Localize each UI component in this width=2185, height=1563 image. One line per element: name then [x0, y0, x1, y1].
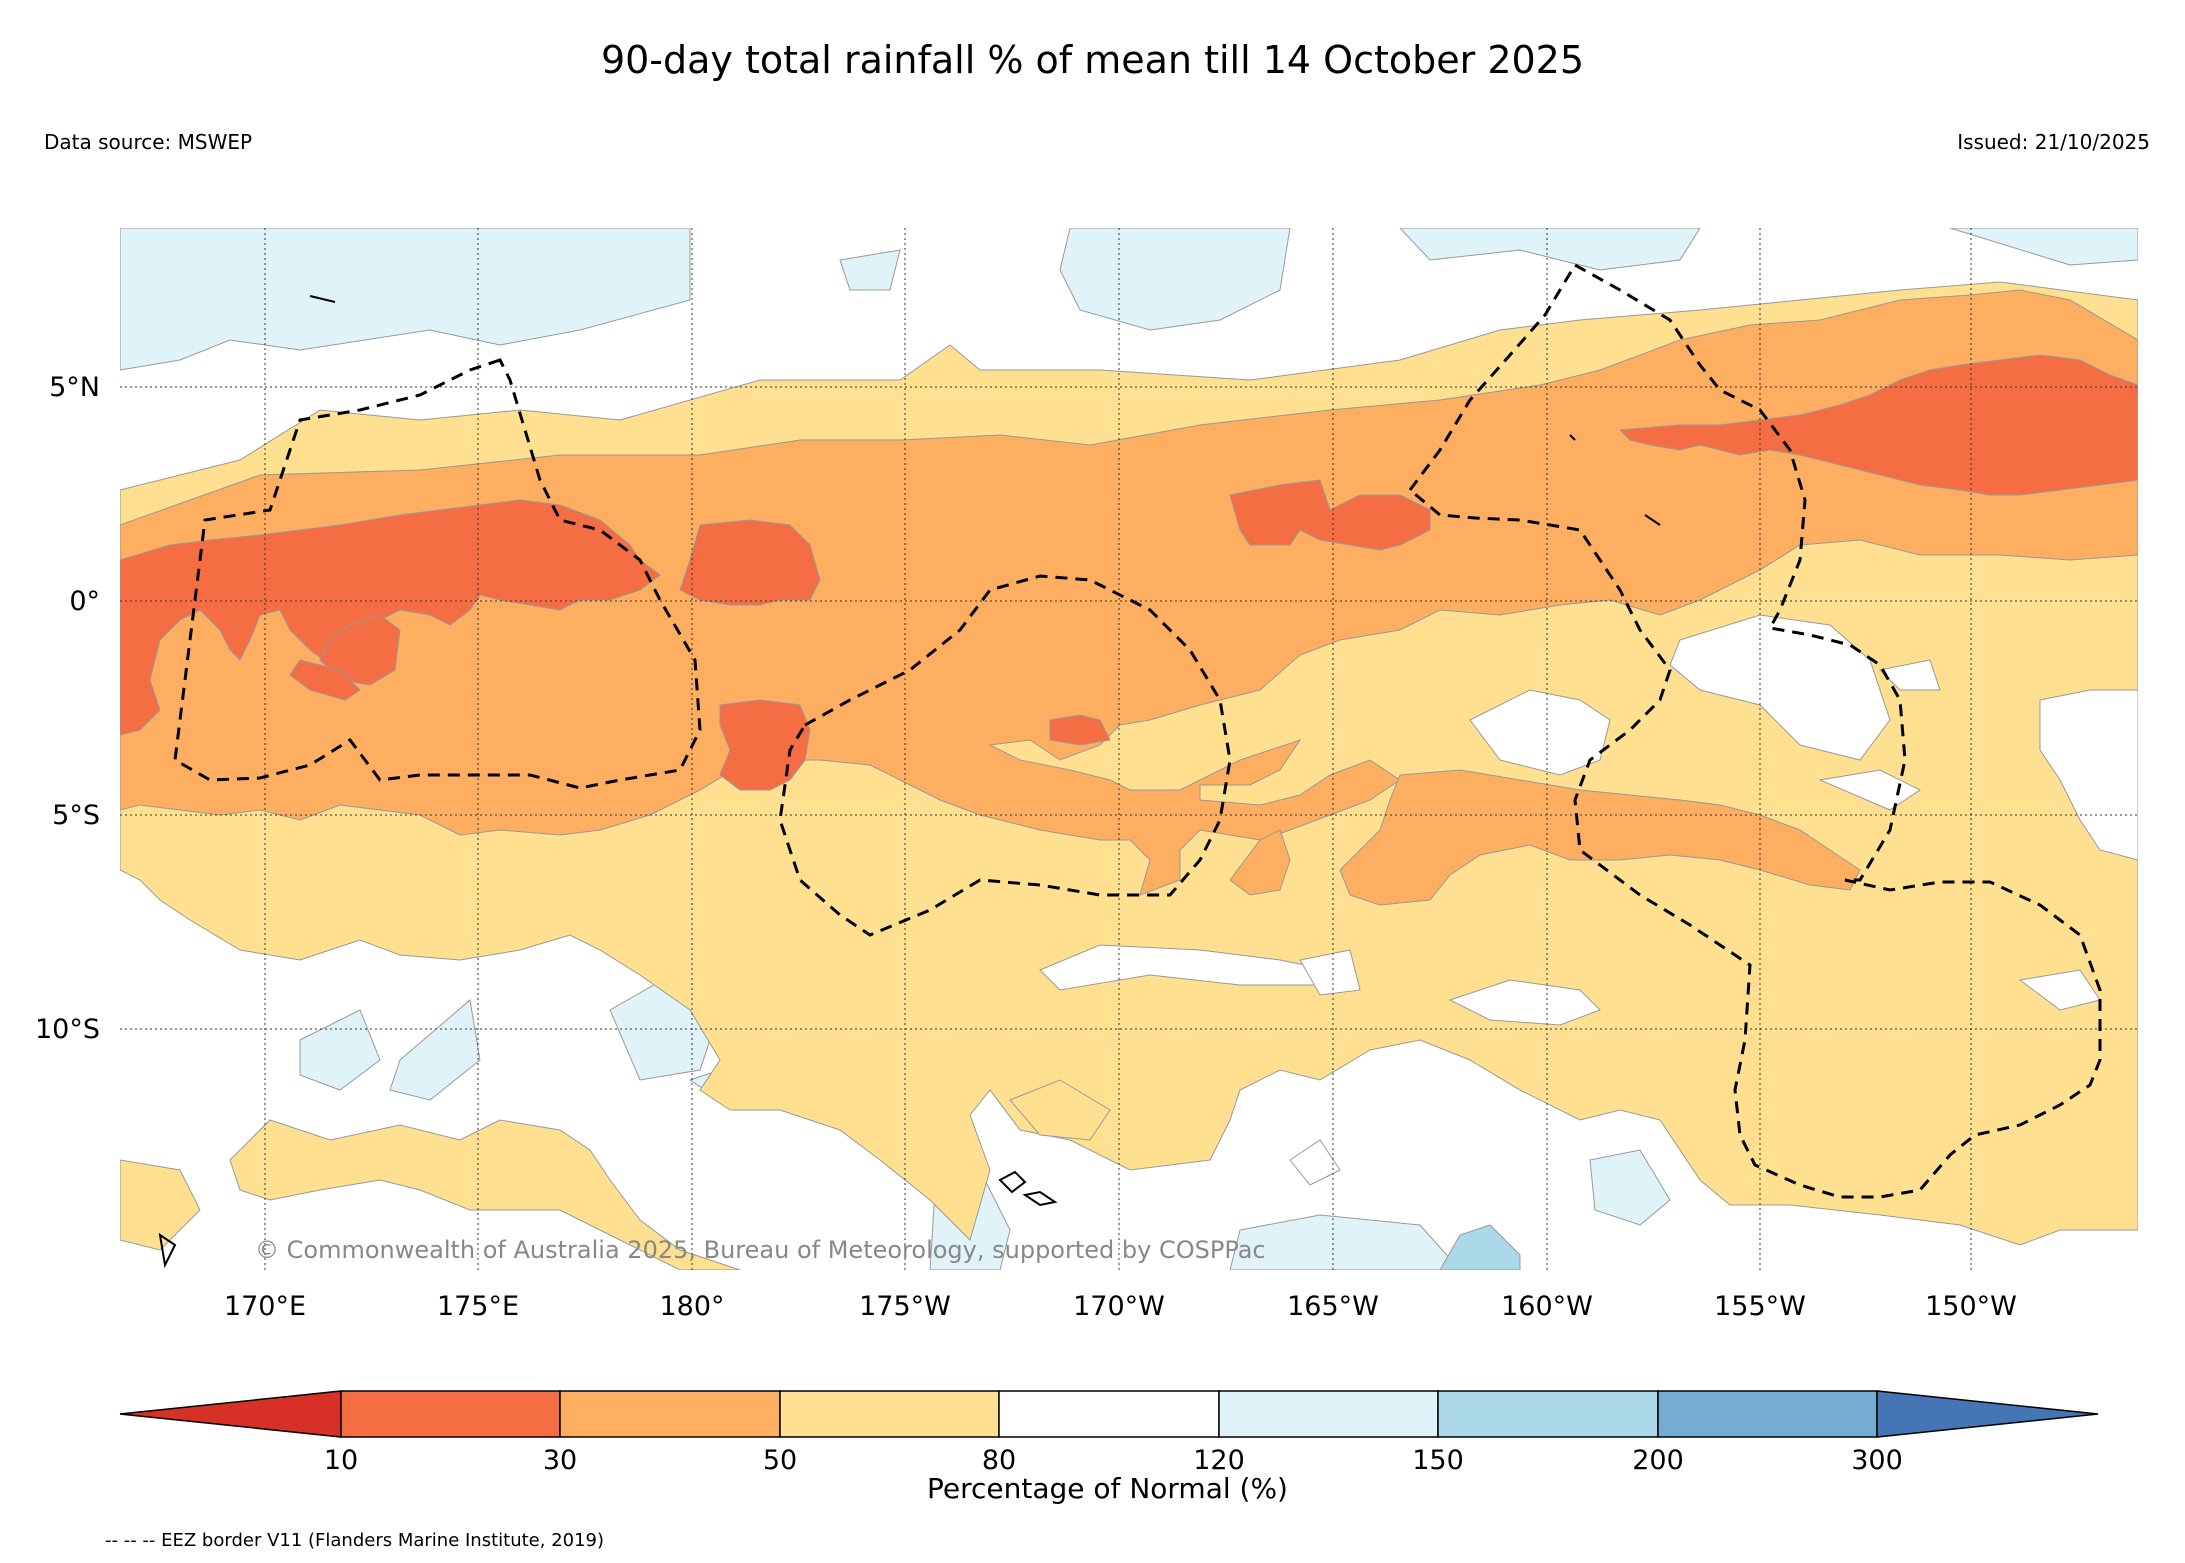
colorbar-tick-label: 150	[1412, 1445, 1464, 1476]
colorbar-segment	[1437, 1390, 1659, 1438]
data-source-label: Data source: MSWEP	[44, 130, 253, 154]
lat-label: 0°	[69, 586, 100, 617]
lat-label: 5°S	[52, 800, 100, 831]
longitude-labels: 170°E 175°E 180° 175°W 170°W 165°W 160°W…	[224, 1291, 2017, 1322]
lon-label: 170°W	[1073, 1291, 1165, 1322]
rainfall-50-80-region-south	[229, 1119, 741, 1270]
colorbar-title: Percentage of Normal (%)	[927, 1472, 1288, 1505]
colorbar-ticks: 10 30 50 80 120 150 200 300	[324, 1445, 1903, 1476]
colorbar-tick-label: 80	[982, 1445, 1016, 1476]
eez-borders	[173, 262, 2102, 1199]
colorbar-tick-label: 50	[763, 1445, 797, 1476]
colorbar	[119, 1390, 2099, 1438]
colorbar-segment	[779, 1390, 1000, 1438]
colorbar-tick-label: 200	[1632, 1445, 1684, 1476]
lon-label: 160°W	[1501, 1291, 1593, 1322]
lon-label: 165°W	[1287, 1291, 1379, 1322]
lon-label: 175°E	[437, 1291, 519, 1322]
colorbar-segment	[1876, 1390, 2099, 1438]
colorbar-tick-label: 300	[1851, 1445, 1903, 1476]
rainfall-10-30-regions	[120, 354, 2138, 791]
rainfall-50-80-region-sw	[120, 1159, 201, 1251]
latitude-labels: 5°N 0° 5°S 10°S	[35, 372, 100, 1045]
lat-label: 5°N	[49, 372, 100, 403]
rainfall-30-50-region-south	[1339, 769, 1861, 906]
colorbar-segment	[559, 1390, 781, 1438]
issued-date-label: Issued: 21/10/2025	[1957, 130, 2150, 154]
colorbar-segment	[119, 1390, 342, 1438]
lon-label: 150°W	[1925, 1291, 2017, 1322]
colorbar-segment	[1657, 1390, 1878, 1438]
colorbar-tick-label: 120	[1193, 1445, 1245, 1476]
rainfall-50-80-region-islet	[1009, 1079, 1111, 1141]
copyright-watermark: © Commonwealth of Australia 2025, Bureau…	[255, 1236, 1266, 1264]
eez-footnote: -- -- -- EEZ border V11 (Flanders Marine…	[105, 1530, 605, 1551]
colorbar-tick-label: 10	[324, 1445, 358, 1476]
map-title: 90-day total rainfall % of mean till 14 …	[600, 38, 1585, 82]
map-graticule	[120, 228, 2138, 1270]
rainfall-30-50-region-islet	[1229, 829, 1291, 896]
lon-label: 180°	[659, 1291, 724, 1322]
colorbar-segment	[1218, 1390, 1439, 1438]
lon-label: 155°W	[1714, 1291, 1806, 1322]
lat-label: 10°S	[35, 1014, 100, 1045]
strongly-above-normal-region	[1439, 1224, 1521, 1270]
colorbar-segment	[340, 1390, 561, 1438]
lon-label: 170°E	[224, 1291, 306, 1322]
colorbar-segment	[998, 1390, 1220, 1438]
islands	[158, 295, 1661, 1269]
map-plot-area: © Commonwealth of Australia 2025, Bureau…	[120, 228, 2138, 1270]
lon-label: 175°W	[859, 1291, 951, 1322]
colorbar-tick-label: 30	[543, 1445, 577, 1476]
